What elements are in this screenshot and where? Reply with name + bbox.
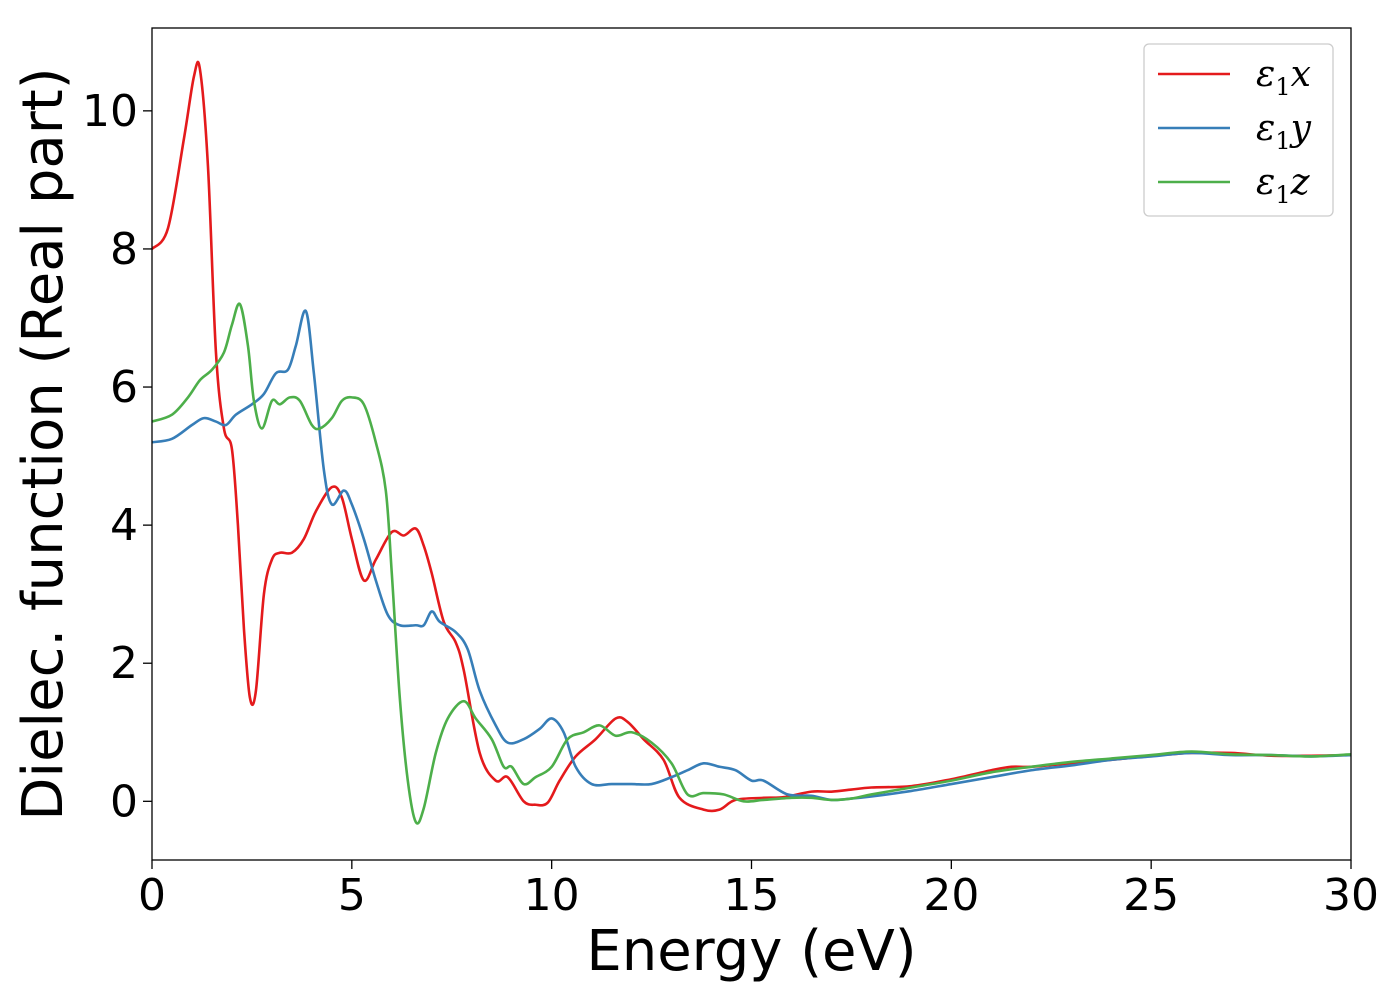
y-tick-label: 2 bbox=[110, 638, 138, 689]
x-axis: 0 5 10 15 20 25 30 bbox=[138, 860, 1379, 921]
y-axis-title: Dielec. function (Real part) bbox=[11, 67, 76, 820]
x-tick-label: 20 bbox=[923, 870, 979, 921]
series-layer bbox=[152, 60, 1351, 825]
y-tick-label: 6 bbox=[110, 362, 138, 413]
legend-box bbox=[1143, 43, 1334, 217]
series-line-z bbox=[152, 302, 1351, 825]
legend-label-y: ε1y bbox=[1256, 108, 1312, 155]
x-tick-label: 15 bbox=[724, 870, 780, 921]
legend-label-z: ε1z bbox=[1256, 162, 1311, 209]
y-tick-label: 0 bbox=[110, 776, 138, 827]
x-tick-label: 30 bbox=[1323, 870, 1379, 921]
legend: ε1x ε1y ε1z bbox=[1143, 43, 1334, 217]
x-tick-label: 0 bbox=[138, 870, 166, 921]
series-line-y bbox=[152, 309, 1351, 802]
x-axis-title: Energy (eV) bbox=[586, 919, 916, 984]
y-tick-label: 10 bbox=[82, 86, 138, 137]
y-tick-label: 8 bbox=[110, 224, 138, 275]
x-tick-label: 25 bbox=[1123, 870, 1179, 921]
x-tick-label: 5 bbox=[338, 870, 366, 921]
x-tick-label: 10 bbox=[524, 870, 580, 921]
legend-label-x: ε1x bbox=[1256, 54, 1311, 101]
y-axis: 0 2 4 6 8 10 bbox=[82, 86, 152, 827]
series-line-x bbox=[152, 60, 1351, 813]
y-tick-label: 4 bbox=[110, 500, 138, 551]
